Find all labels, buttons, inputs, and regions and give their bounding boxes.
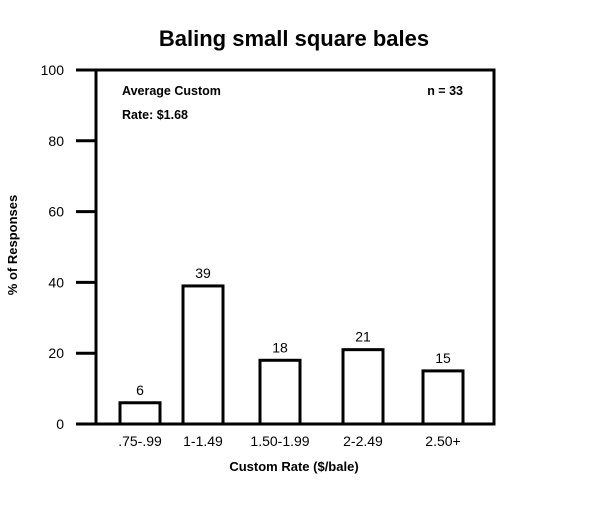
x-axis-label: Custom Rate ($/bale)	[229, 459, 358, 474]
data-label: 15	[435, 350, 451, 366]
x-tick-label: 1.50-1.99	[250, 433, 309, 449]
data-label: 6	[136, 382, 144, 398]
y-tick-label: 40	[48, 274, 64, 290]
annotation-average-line2: Rate: $1.68	[122, 108, 188, 122]
data-label: 39	[195, 265, 211, 281]
x-tick-label: 2.50+	[425, 433, 460, 449]
data-label: 18	[272, 339, 288, 355]
x-tick-label: 1-1.49	[183, 433, 223, 449]
x-tick-label: 2-2.49	[343, 433, 383, 449]
bar-2.50+	[421, 369, 465, 426]
bar-1.50-1.99	[258, 358, 302, 426]
y-tick-label: 20	[48, 345, 64, 361]
plot-frame	[94, 68, 496, 426]
x-tick-label: .75-.99	[118, 433, 162, 449]
y-axis-label: % of Responses	[5, 195, 20, 295]
y-tick-label: 60	[48, 204, 64, 220]
bar-2-2.49	[341, 348, 385, 426]
bar-1-1.49	[181, 284, 225, 426]
chart-title: Baling small square bales	[159, 26, 429, 51]
bar-.75-.99	[118, 401, 162, 426]
annotation-n: n = 33	[427, 84, 463, 98]
y-tick-label: 100	[41, 62, 65, 78]
y-tick-label: 0	[56, 416, 64, 432]
data-label: 21	[355, 329, 371, 345]
y-tick-label: 80	[48, 133, 64, 149]
annotation-average-line1: Average Custom	[122, 84, 221, 98]
